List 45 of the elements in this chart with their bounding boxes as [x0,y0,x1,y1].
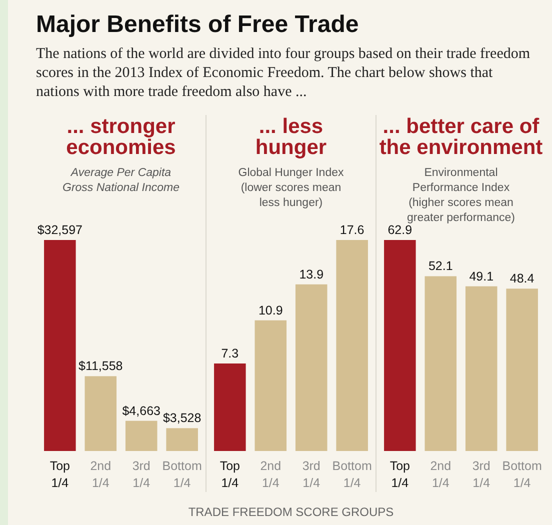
x-axis-title: TRADE FREEDOM SCORE GROUPS [188,505,394,519]
bar [465,286,498,451]
data-label: 17.6 [340,223,364,237]
data-label: 7.3 [221,346,239,360]
x-tick-label: 3rd 1/4 [472,459,490,490]
data-label: 62.9 [388,223,412,237]
data-label: $4,663 [122,404,161,418]
chart-subtitle: Average Per Capita Gross National Income [62,167,180,194]
x-tick-label: Bottom 1/4 [162,459,202,490]
x-tick-label: Bottom 1/4 [502,459,542,490]
chart-subtitle: Global Hunger Index (lower scores mean less hunger) [238,167,344,209]
bar [84,376,117,451]
x-tick-label: 2nd 1/4 [90,459,112,490]
bar [506,288,538,451]
bar [166,428,198,451]
data-label: 48.4 [510,272,534,286]
bar [336,240,368,451]
text: The nations of the world are divided into four groups based on their trade freedom scores in the 2013 Index of Economic Freedom. The chart below shows that nations with more trade freedom also have ... [36,46,530,100]
bar [295,284,328,451]
x-tick-label: 2nd 1/4 [260,459,282,490]
bar [214,363,246,451]
bar [424,276,457,451]
x-tick-label: Top 1/4 [390,459,410,490]
data-label: 49.1 [469,269,494,284]
text: Major Benefits of Free Trade [36,11,359,38]
x-tick-label: Top 1/4 [220,459,240,490]
chart-title: ... less hunger [255,115,327,159]
bar [384,240,416,451]
bar [44,240,76,451]
chart-title: ... stronger economies [66,115,176,159]
x-tick-label: Top 1/4 [50,459,70,490]
data-label: $3,528 [162,411,202,426]
x-tick-label: 3rd 1/4 [132,459,150,490]
bar [254,320,287,451]
data-label: 13.9 [299,267,324,282]
data-label: 10.9 [258,303,283,318]
x-tick-label: 3rd 1/4 [302,459,320,490]
data-label: $11,558 [78,359,123,374]
bar [125,420,158,451]
x-tick-label: 2nd 1/4 [430,459,452,490]
x-tick-label: Bottom 1/4 [332,459,372,490]
chart-subtitle: Environmental Performance Index (higher scores mean greater performance) [406,167,516,224]
chart-title: ... better care of the environment [379,115,543,159]
data-label: $32,597 [37,223,83,237]
data-label: 52.1 [428,259,453,274]
